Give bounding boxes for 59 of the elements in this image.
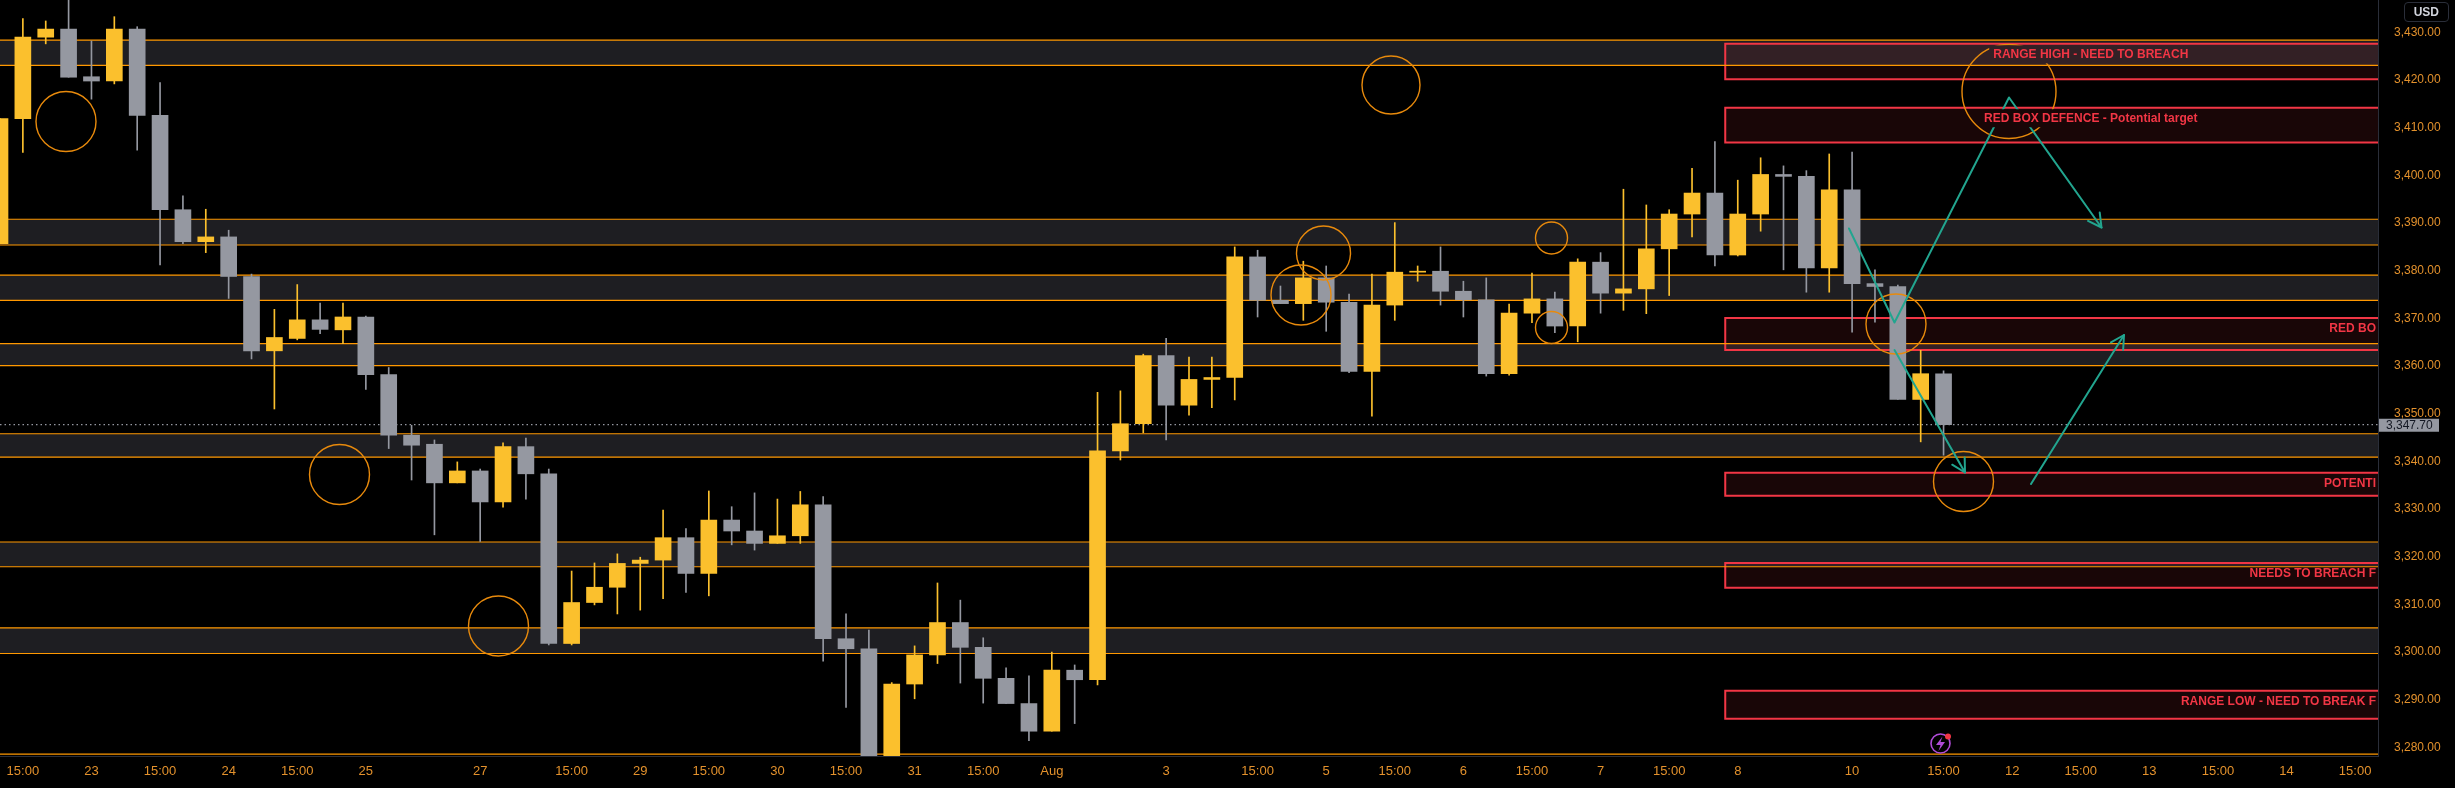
y-tick-label: 3,420.00 xyxy=(2394,72,2442,87)
x-tick-label: 7 xyxy=(1596,763,1605,779)
x-tick-label: 8 xyxy=(1734,763,1742,779)
x-tick-label: 10 xyxy=(1844,763,1860,779)
y-tick-label: 3,280.00 xyxy=(2394,739,2442,754)
x-tick-label: 15:00 xyxy=(2338,763,2372,779)
y-tick-label: 3,300.00 xyxy=(2394,644,2442,659)
band-label: RED BOX DEFENCE - Potential target xyxy=(1984,110,2198,125)
x-tick-label: 15:00 xyxy=(1241,763,1274,779)
x-tick-label: 6 xyxy=(1459,763,1467,779)
x-tick-label: 15:00 xyxy=(143,763,177,779)
y-tick-label: 3,390.00 xyxy=(2394,215,2442,230)
x-tick-label: 31 xyxy=(907,763,922,779)
y-tick-label: 3,410.00 xyxy=(2394,120,2442,135)
candlestick xyxy=(1203,356,1221,408)
band-label: RANGE LOW - NEED TO BREAK F xyxy=(2180,693,2377,708)
candlestick xyxy=(1066,664,1083,724)
x-tick-label: 15:00 xyxy=(280,763,314,779)
y-tick-label: 3,370.00 xyxy=(2394,310,2442,325)
y-tick-label: 3,330.00 xyxy=(2394,501,2442,516)
x-tick-label: 15:00 xyxy=(1378,763,1412,779)
y-tick-label: 3,360.00 xyxy=(2394,358,2442,373)
x-tick-label: 15:00 xyxy=(1652,763,1686,779)
x-tick-label: 15:00 xyxy=(6,763,40,779)
x-tick-label: 15:00 xyxy=(1927,763,1960,779)
x-tick-label: 27 xyxy=(472,763,488,779)
x-tick-label: 3 xyxy=(1162,763,1170,779)
band-label: RED BO xyxy=(2329,320,2376,335)
y-tick-label: 3,430.00 xyxy=(2394,24,2442,39)
band-label: RANGE HIGH - NEED TO BREACH xyxy=(1993,46,2189,61)
x-tick-label: 12 xyxy=(2004,763,2020,779)
x-tick-label: 15:00 xyxy=(829,763,863,779)
band-label: NEEDS TO BREACH F xyxy=(2249,565,2377,580)
y-tick-label: 3,380.00 xyxy=(2394,263,2442,278)
y-tick-label: 3,310.00 xyxy=(2394,596,2442,611)
x-tick-label: 15:00 xyxy=(1515,763,1549,779)
x-tick-label: 14 xyxy=(2279,763,2294,779)
band-label: POTENTI xyxy=(2324,475,2377,490)
x-tick-label: 15:00 xyxy=(555,763,588,779)
candlestick xyxy=(197,208,215,253)
candlestick xyxy=(631,556,649,611)
y-axis-title: USD xyxy=(2403,2,2449,22)
x-tick-label: 24 xyxy=(221,763,236,779)
x-tick-label: 15:00 xyxy=(966,763,1000,779)
x-tick-label: 15:00 xyxy=(692,763,726,779)
y-tick-label: 3,290.00 xyxy=(2394,692,2442,707)
candlestick xyxy=(837,613,855,708)
x-tick-label: 13 xyxy=(2142,763,2157,779)
y-tick-label: 3,320.00 xyxy=(2394,549,2442,564)
x-tick-label: Aug xyxy=(1040,763,1064,779)
x-tick-label: 23 xyxy=(84,763,99,779)
y-tick-label: 3,340.00 xyxy=(2394,453,2442,468)
y-tick-label: 3,400.00 xyxy=(2394,167,2442,182)
x-tick-label: 15:00 xyxy=(2201,763,2235,779)
x-tick-label: 30 xyxy=(770,763,785,779)
x-tick-label: 15:00 xyxy=(2064,763,2098,779)
x-tick-label: 29 xyxy=(633,763,648,779)
x-tick-label: 5 xyxy=(1322,763,1330,779)
x-tick-label: 25 xyxy=(358,763,374,779)
